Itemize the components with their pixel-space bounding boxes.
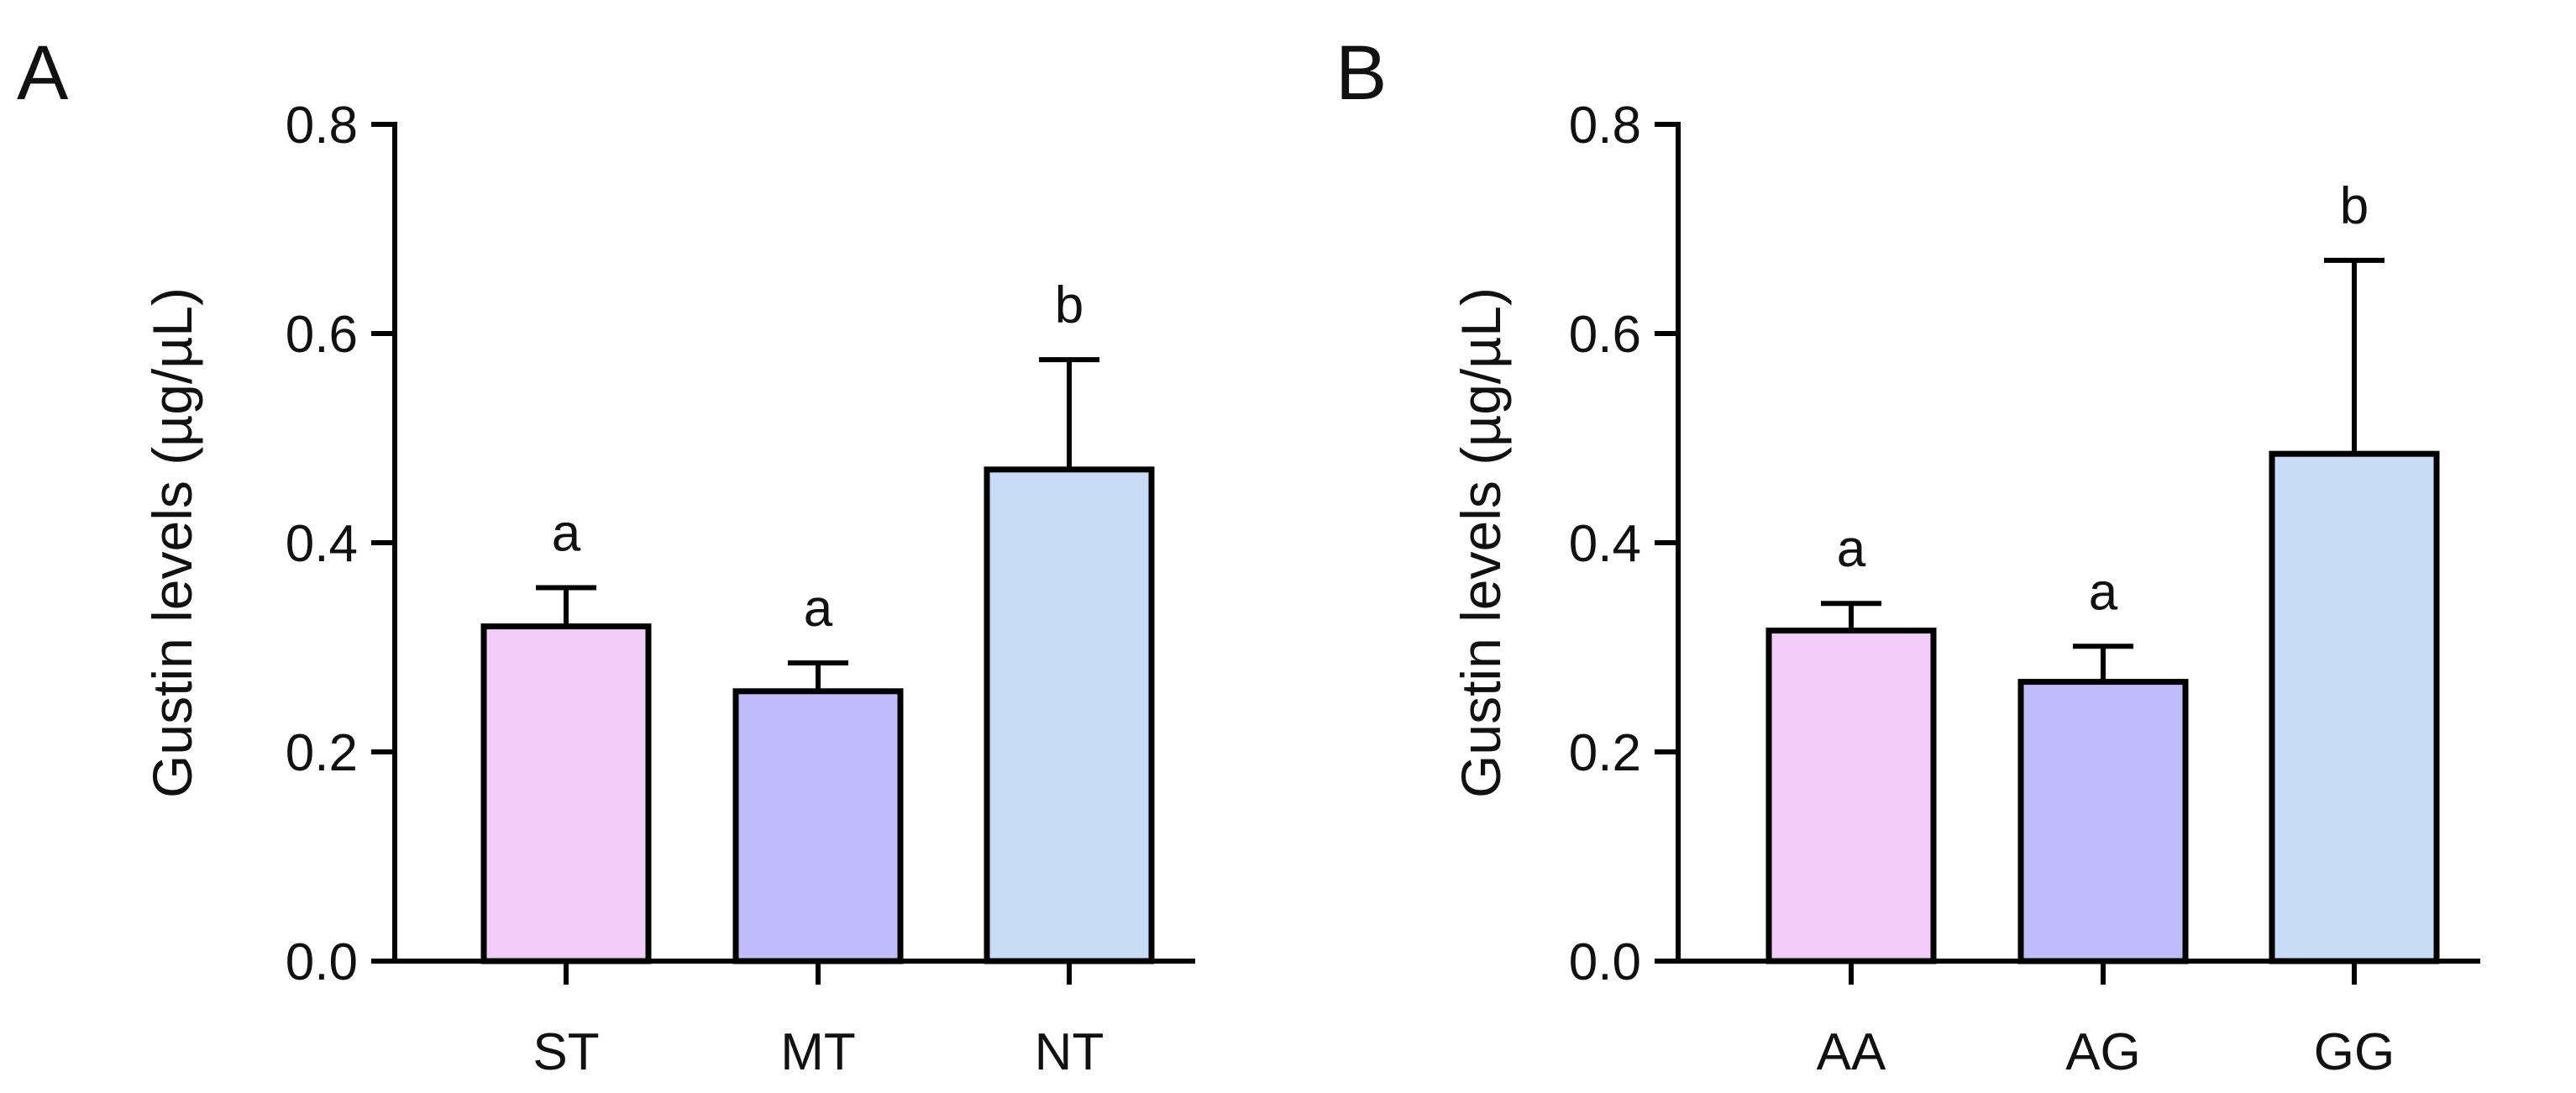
x-category-label-mt: MT bbox=[780, 1023, 856, 1081]
panel-b-y-tick-label: 0.6 bbox=[1569, 306, 1641, 364]
panel-b-chart: B Gustin levels (µg/µL) 0.0 0.2 0.4 0.6 0.8 a AA… bbox=[1335, 30, 2480, 1081]
panel-b-y-tick-label: 0.2 bbox=[1569, 724, 1641, 782]
panel-a-y-tick-label: 0.6 bbox=[286, 306, 358, 364]
panel-b-y-tick-label: 0.0 bbox=[1569, 933, 1641, 991]
bar-st-significance-label: a bbox=[552, 505, 581, 563]
panel-b-letter: B bbox=[1335, 30, 1387, 116]
panel-a-y-tick-label: 0.2 bbox=[286, 724, 358, 782]
panel-a-y-tick-label: 0.8 bbox=[286, 97, 358, 155]
x-category-label-aa: AA bbox=[1817, 1023, 1886, 1081]
bar-nt bbox=[984, 466, 1155, 964]
panel-a-chart: A Gustin levels (µg/µL) 0.0 0.2 0.4 0.6 0.8 a ST… bbox=[17, 30, 1195, 1081]
bar-aa-significance-label: a bbox=[1837, 520, 1866, 578]
bar-ag-significance-label: a bbox=[2089, 563, 2118, 621]
x-category-label-gg: GG bbox=[2314, 1023, 2395, 1081]
panel-a-y-axis-title: Gustin levels (µg/µL) bbox=[141, 287, 203, 798]
panel-b-y-axis-title: Gustin levels (µg/µL) bbox=[1450, 287, 1512, 798]
panel-b-y-tick-label: 0.4 bbox=[1569, 515, 1641, 573]
bar-gg bbox=[2269, 450, 2440, 964]
bar-st bbox=[480, 623, 652, 964]
panel-a-y-tick-label: 0.4 bbox=[286, 515, 358, 573]
bar-ag bbox=[2017, 679, 2189, 964]
bar-nt-significance-label: b bbox=[1055, 276, 1083, 334]
bar-aa bbox=[1765, 628, 1937, 964]
bar-mt-significance-label: a bbox=[804, 580, 833, 638]
panel-a-letter: A bbox=[17, 30, 69, 116]
x-category-label-nt: NT bbox=[1035, 1023, 1104, 1081]
x-category-label-st: ST bbox=[533, 1023, 599, 1081]
bar-gg-significance-label: b bbox=[2340, 177, 2369, 235]
panel-a-y-tick-label: 0.0 bbox=[286, 933, 358, 991]
panel-b-y-tick-label: 0.8 bbox=[1569, 97, 1641, 155]
x-category-label-ag: AG bbox=[2065, 1023, 2141, 1081]
bar-mt bbox=[732, 688, 904, 964]
